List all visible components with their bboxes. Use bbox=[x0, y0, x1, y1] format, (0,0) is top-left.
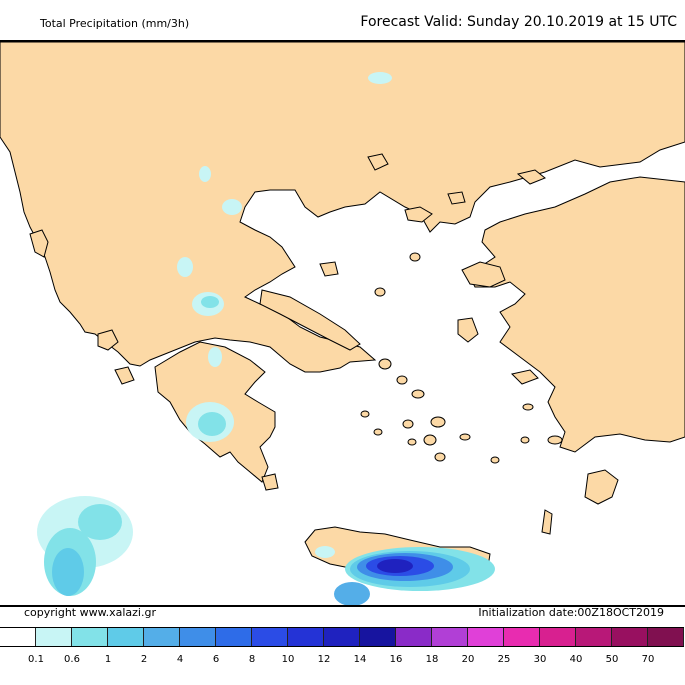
copyright-text: copyright www.xalazi.gr bbox=[24, 606, 156, 619]
precipitation-areas bbox=[37, 72, 495, 606]
land-zakynthos bbox=[114, 366, 135, 385]
legend-label: 1 bbox=[104, 654, 112, 665]
legend-swatch bbox=[108, 628, 144, 646]
land-gokceada bbox=[516, 169, 546, 185]
legend-label: 30 bbox=[533, 654, 547, 665]
legend-label: 4 bbox=[176, 654, 184, 665]
legend-label: 0.6 bbox=[64, 654, 80, 665]
legend-swatch bbox=[288, 628, 324, 646]
legend-swatch bbox=[612, 628, 648, 646]
legend-swatch bbox=[468, 628, 504, 646]
map-title: Total Precipitation (mm/3h) bbox=[40, 17, 190, 30]
land-evia bbox=[259, 289, 361, 351]
legend-swatch bbox=[36, 628, 72, 646]
legend-label: 18 bbox=[425, 654, 439, 665]
land-kefalonia bbox=[97, 329, 119, 351]
color-legend: 0.1 0.6 1 2 4 6 8 10 12 14 16 18 20 25 30 40 50 70 bbox=[0, 627, 685, 685]
legend-swatches bbox=[0, 627, 684, 647]
legend-label: 2 bbox=[140, 654, 148, 665]
land-samothraki bbox=[447, 191, 466, 205]
legend-swatch bbox=[648, 628, 684, 646]
legend-swatch bbox=[252, 628, 288, 646]
land-thasos bbox=[367, 153, 389, 171]
header: Total Precipitation (mm/3h) Forecast Val… bbox=[0, 0, 685, 40]
legend-swatch bbox=[540, 628, 576, 646]
land-limnos bbox=[404, 206, 433, 223]
legend-labels: 0.1 0.6 1 2 4 6 8 10 12 14 16 18 20 25 30 40 50 70 bbox=[0, 654, 685, 668]
legend-label: 6 bbox=[212, 654, 220, 665]
precipitation-map bbox=[0, 40, 685, 607]
legend-label: 8 bbox=[248, 654, 256, 665]
legend-swatch bbox=[144, 628, 180, 646]
legend-swatch bbox=[180, 628, 216, 646]
legend-label: 20 bbox=[461, 654, 475, 665]
land-chios bbox=[457, 317, 479, 343]
legend-label: 16 bbox=[389, 654, 403, 665]
legend-swatch bbox=[72, 628, 108, 646]
land-kythira bbox=[261, 473, 279, 491]
land-rhodes bbox=[584, 469, 619, 505]
legend-label: 70 bbox=[641, 654, 655, 665]
legend-swatch bbox=[504, 628, 540, 646]
land-cyclades bbox=[360, 252, 563, 464]
forecast-valid-text: Forecast Valid: Sunday 20.10.2019 at 15 … bbox=[360, 14, 677, 30]
land-corfu bbox=[29, 229, 49, 258]
legend-swatch bbox=[0, 628, 36, 646]
legend-swatch bbox=[396, 628, 432, 646]
legend-swatch bbox=[360, 628, 396, 646]
legend-swatch bbox=[576, 628, 612, 646]
land-samos bbox=[511, 369, 539, 385]
legend-swatch bbox=[216, 628, 252, 646]
legend-label: 10 bbox=[281, 654, 295, 665]
legend-label: 40 bbox=[569, 654, 583, 665]
land-gulf-islands bbox=[319, 261, 339, 277]
legend-swatch bbox=[432, 628, 468, 646]
land-turkey bbox=[469, 176, 685, 453]
land-karpathos bbox=[541, 509, 553, 535]
legend-label: 0.1 bbox=[28, 654, 44, 665]
legend-label: 50 bbox=[605, 654, 619, 665]
legend-label: 14 bbox=[353, 654, 367, 665]
land-lesvos bbox=[461, 261, 506, 288]
legend-swatch bbox=[324, 628, 360, 646]
map-canvas bbox=[0, 41, 685, 606]
legend-label: 25 bbox=[497, 654, 511, 665]
legend-label: 12 bbox=[317, 654, 331, 665]
initialization-text: Initialization date:00Z18OCT2019 bbox=[478, 606, 664, 619]
